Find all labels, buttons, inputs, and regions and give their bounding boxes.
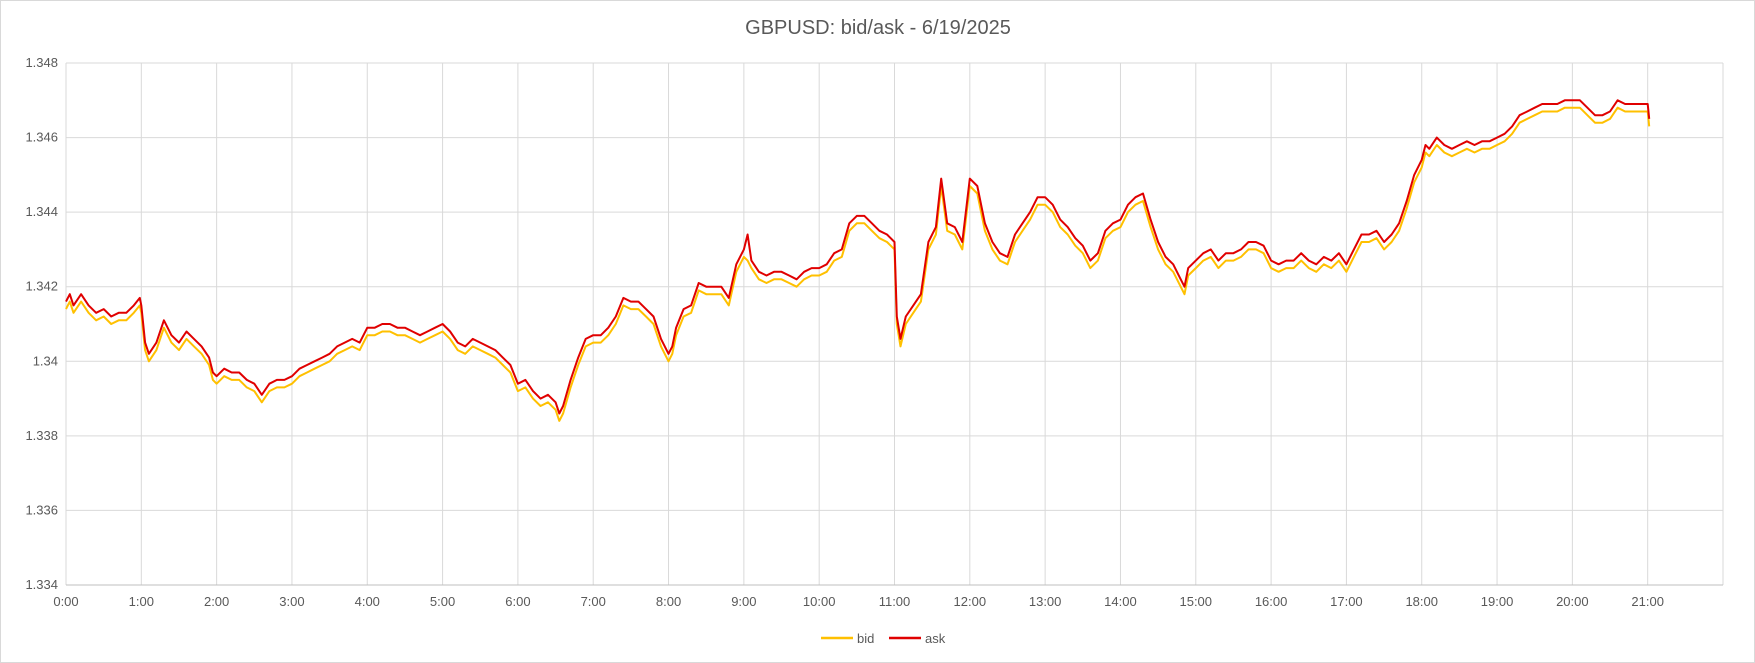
x-tick-label: 3:00 [279,594,304,609]
x-tick-label: 0:00 [53,594,78,609]
x-tick-label: 15:00 [1179,594,1212,609]
x-tick-label: 4:00 [355,594,380,609]
chart-title: GBPUSD: bid/ask - 6/19/2025 [745,17,1011,39]
x-tick-label: 13:00 [1029,594,1062,609]
y-tick-label: 1.336 [25,502,58,517]
x-tick-label: 16:00 [1255,594,1288,609]
x-tick-label: 8:00 [656,594,681,609]
x-tick-label: 12:00 [954,594,987,609]
y-tick-label: 1.338 [25,428,58,443]
y-tick-label: 1.346 [25,130,58,145]
x-tick-label: 1:00 [129,594,154,609]
legend-label-ask: ask [925,631,946,646]
y-tick-label: 1.334 [25,577,58,592]
x-tick-label: 2:00 [204,594,229,609]
x-tick-label: 9:00 [731,594,756,609]
y-tick-label: 1.34 [33,353,58,368]
y-tick-label: 1.342 [25,279,58,294]
x-tick-label: 5:00 [430,594,455,609]
series-line-ask [65,99,1651,415]
x-tick-label: 10:00 [803,594,836,609]
x-tick-label: 21:00 [1631,594,1664,609]
y-tick-label: 1.348 [25,55,58,70]
x-tick-label: 18:00 [1405,594,1438,609]
legend-label-bid: bid [857,631,874,646]
gridlines [65,62,1724,586]
x-tick-label: 14:00 [1104,594,1137,609]
series-lines [65,99,1651,422]
y-tick-label: 1.344 [25,204,58,219]
axis-labels: 1.334 1.336 1.338 1.34 1.342 1.344 1.346 1.348 0… [25,55,1664,609]
legend: bid ask [821,631,946,646]
x-tick-label: 20:00 [1556,594,1589,609]
series-line-bid [65,106,1651,422]
x-tick-label: 17:00 [1330,594,1363,609]
x-tick-label: 19:00 [1481,594,1514,609]
x-tick-label: 6:00 [505,594,530,609]
x-tick-label: 7:00 [581,594,606,609]
x-tick-label: 11:00 [879,594,911,609]
